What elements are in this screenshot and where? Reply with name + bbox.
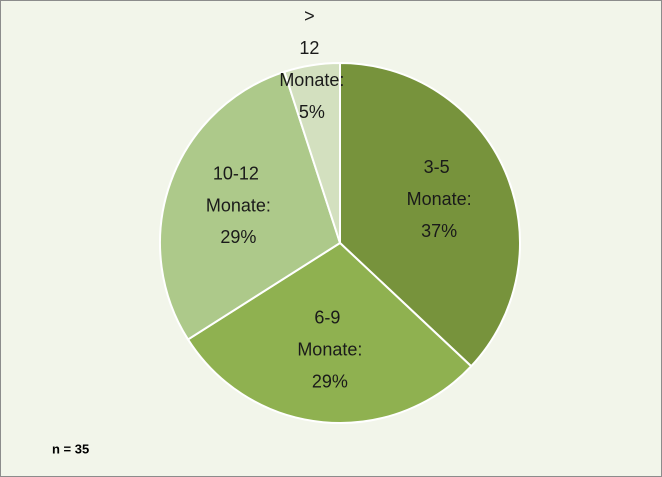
slice-value-label: 37% xyxy=(421,221,457,241)
annotation: n = 35 xyxy=(52,441,89,456)
pie-slice xyxy=(186,241,473,424)
slice-label: 3-5 Monate: xyxy=(407,157,472,209)
slice-value-label: 29% xyxy=(220,227,256,247)
slice-label: > 12 Monate: xyxy=(279,6,344,90)
pie-slice xyxy=(339,61,521,368)
slice-label: 6-9 Monate: xyxy=(297,307,362,359)
pie-slice xyxy=(159,70,342,341)
slice-label: 10-12 Monate: xyxy=(206,163,271,215)
pie-slice xyxy=(283,61,341,244)
slice-value-label: 29% xyxy=(312,371,348,391)
slice-value-label: 5% xyxy=(299,102,325,122)
